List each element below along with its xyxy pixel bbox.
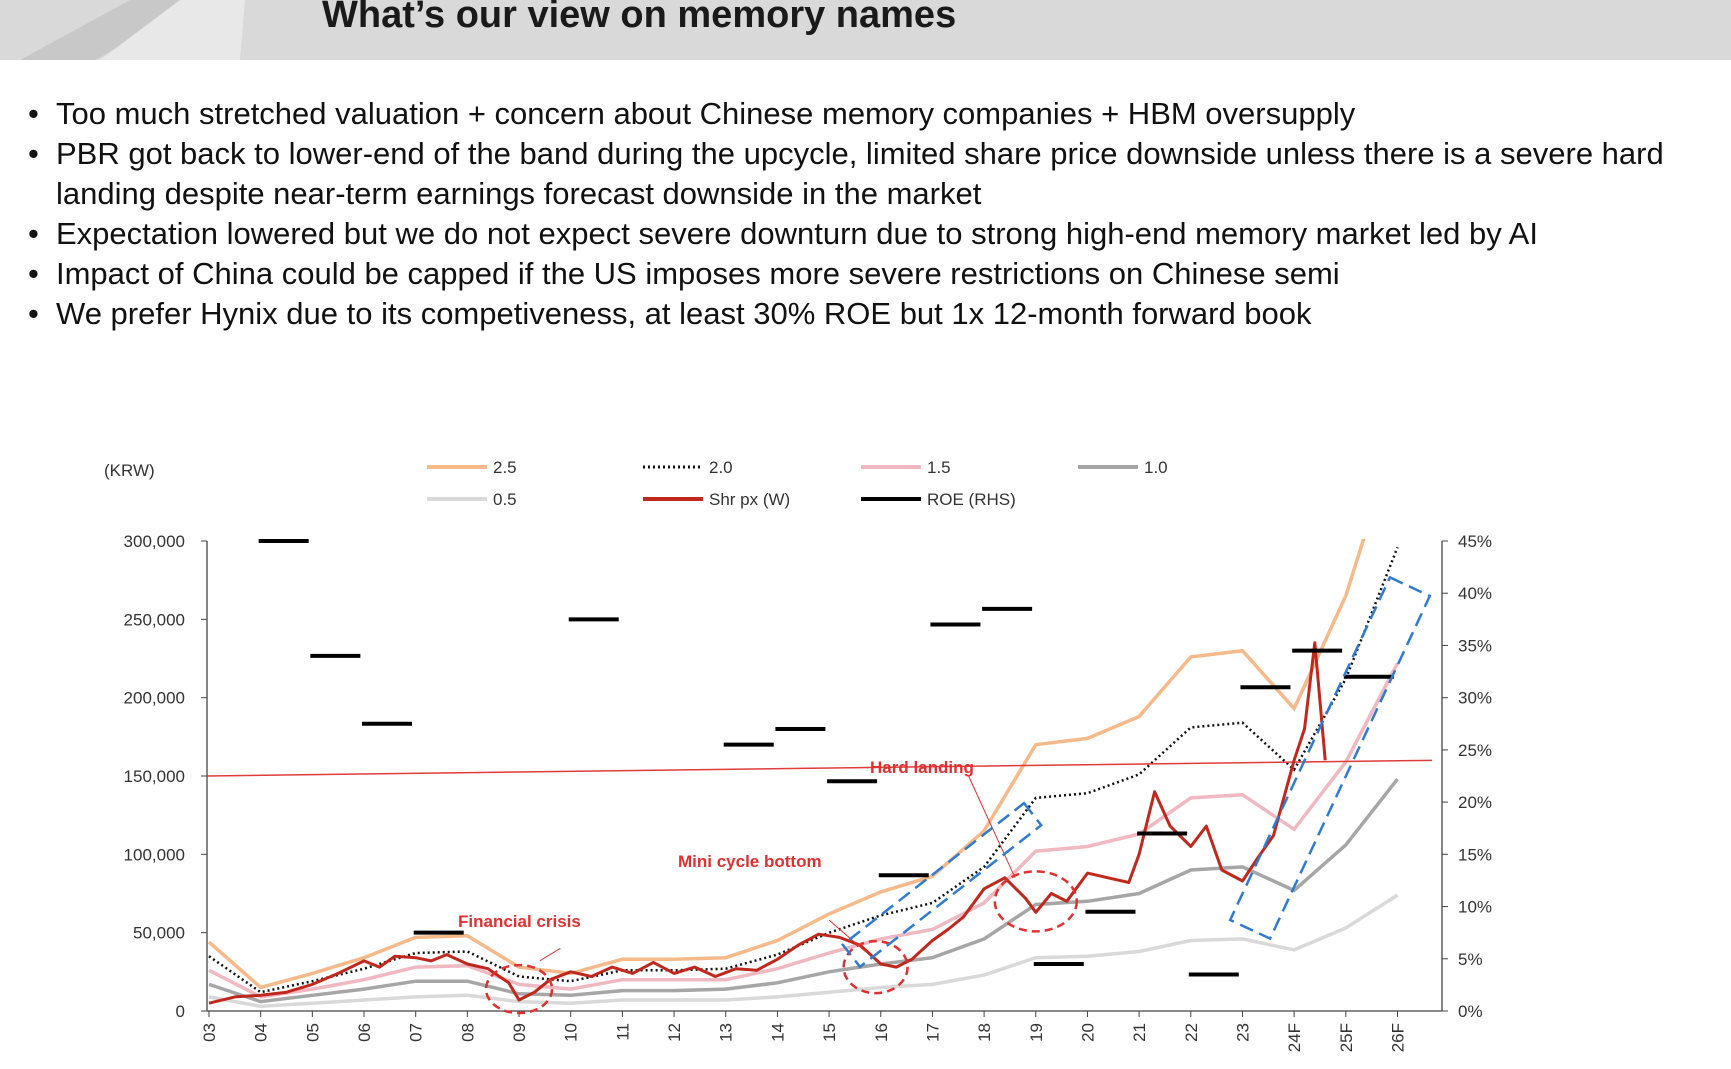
- y-tick-label: 50,000: [133, 924, 185, 943]
- y-unit-label: (KRW): [104, 461, 155, 480]
- mini-cycle-circle: [842, 939, 909, 995]
- hard-landing-pointer: [968, 775, 1016, 879]
- x-tick-label: 09: [510, 1023, 529, 1042]
- y2-tick-label: 45%: [1458, 532, 1492, 551]
- y2-tick-label: 15%: [1458, 845, 1492, 864]
- y-tick-label: 250,000: [124, 610, 185, 629]
- x-tick-label: 21: [1130, 1023, 1149, 1042]
- x-tick-label: 23: [1233, 1023, 1252, 1042]
- legend-label: 2.5: [493, 458, 517, 477]
- legend-label: 1.5: [927, 458, 951, 477]
- financial-crisis-circle: [484, 963, 554, 1015]
- x-tick-label: 22: [1182, 1023, 1201, 1042]
- x-tick-label: 16: [872, 1023, 891, 1042]
- x-tick-label: 04: [252, 1023, 271, 1042]
- series-line-share-price: [208, 641, 1327, 1005]
- legend-label: 0.5: [493, 490, 517, 509]
- y2-tick-label: 0%: [1458, 1002, 1483, 1021]
- y2-tick-label: 30%: [1458, 689, 1492, 708]
- series-line-1-5: [208, 662, 1400, 999]
- x-tick-label: 03: [200, 1023, 219, 1042]
- slide-header-bar: [0, 0, 1731, 60]
- legend-label: Shr px (W): [709, 490, 790, 509]
- hard-landing-label: Hard landing: [870, 758, 974, 777]
- y2-tick-label: 5%: [1458, 950, 1483, 969]
- x-tick-label: 11: [613, 1023, 632, 1041]
- y2-tick-label: 20%: [1458, 793, 1492, 812]
- y-tick-label: 0: [176, 1002, 185, 1021]
- x-tick-label: 15: [820, 1023, 839, 1042]
- series-line-2-5: [207, 539, 1366, 990]
- mini-cycle-pointer: [828, 919, 866, 952]
- x-tick-label: 20: [1078, 1023, 1097, 1042]
- page-title: What’s our view on memory names: [322, 0, 957, 36]
- highlight-box-2016-2018: [841, 801, 1043, 969]
- legend-label: ROE (RHS): [927, 490, 1016, 509]
- y2-tick-label: 40%: [1458, 584, 1492, 603]
- x-tick-label: 26F: [1388, 1023, 1407, 1052]
- x-tick-label: 13: [717, 1023, 736, 1042]
- x-tick-label: 08: [458, 1023, 477, 1042]
- bullet-list: Too much stretched valuation + concern a…: [22, 94, 1712, 334]
- bullet-item: PBR got back to lower-end of the band du…: [22, 134, 1712, 214]
- financial-crisis-pointer: [539, 947, 561, 962]
- x-tick-label: 06: [355, 1023, 374, 1042]
- y-tick-label: 100,000: [124, 845, 185, 864]
- legend-label: 1.0: [1144, 458, 1168, 477]
- legend-label: 2.0: [709, 458, 733, 477]
- x-tick-label: 10: [562, 1023, 581, 1042]
- mini-cycle-label: Mini cycle bottom: [678, 852, 822, 871]
- y2-tick-label: 25%: [1458, 741, 1492, 760]
- bullet-item: We prefer Hynix due to its competiveness…: [22, 294, 1712, 334]
- y-tick-label: 300,000: [124, 532, 185, 551]
- y2-tick-label: 10%: [1458, 898, 1492, 917]
- x-tick-label: 05: [303, 1023, 322, 1042]
- x-tick-label: 18: [975, 1023, 994, 1042]
- x-tick-label: 19: [1027, 1023, 1046, 1042]
- series-line-0-5: [208, 893, 1399, 1009]
- financial-crisis-label: Financial crisis: [458, 912, 581, 931]
- bullet-item: Expectation lowered but we do not expect…: [22, 214, 1712, 254]
- x-tick-label: 14: [768, 1023, 787, 1042]
- y-tick-label: 150,000: [124, 767, 185, 786]
- x-tick-label: 25F: [1337, 1023, 1356, 1052]
- y2-tick-label: 35%: [1458, 636, 1492, 655]
- header-decoration: [20, 0, 245, 60]
- x-tick-label: 24F: [1285, 1023, 1304, 1052]
- y-tick-label: 200,000: [124, 689, 185, 708]
- series-line-1-0: [208, 778, 1399, 1004]
- x-tick-label: 12: [665, 1023, 684, 1042]
- bullet-item: Too much stretched valuation + concern a…: [22, 94, 1712, 134]
- x-tick-label: 07: [407, 1023, 426, 1042]
- x-tick-label: 17: [923, 1023, 942, 1042]
- reference-line: [206, 759, 1433, 777]
- hard-landing-circle: [993, 870, 1079, 933]
- bullet-item: Impact of China could be capped if the U…: [22, 254, 1712, 294]
- highlight-box-2023-2025: [1228, 575, 1432, 941]
